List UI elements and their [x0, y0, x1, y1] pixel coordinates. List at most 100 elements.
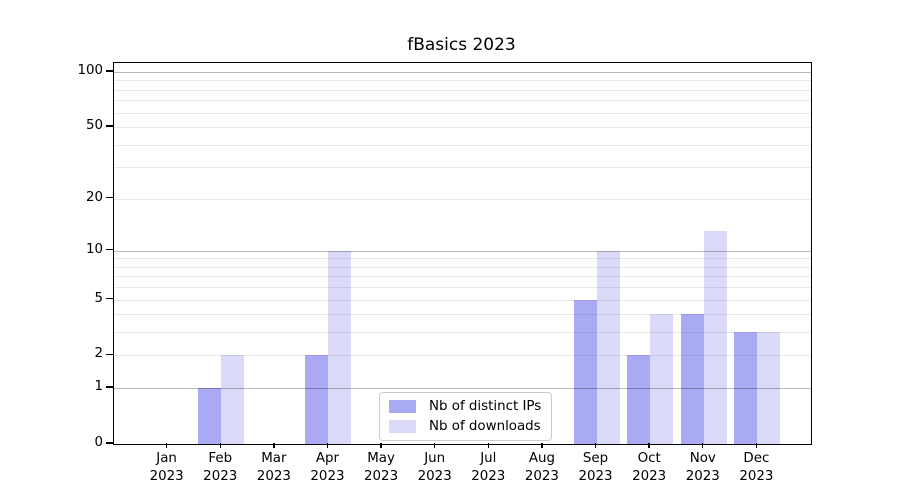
y-tick-label-50: 50 [85, 118, 103, 134]
legend-swatch-downloads [389, 420, 416, 433]
x-tick-mark-oct [648, 443, 650, 448]
gridline-minor-60 [114, 112, 811, 114]
x-tick-mark-feb [219, 443, 221, 448]
x-tick-label-jan: Jan 2023 [135, 450, 199, 485]
x-tick-label-may: May 2023 [349, 450, 413, 485]
x-tick-label-feb: Feb 2023 [188, 450, 252, 485]
gridline-minor-6 [114, 287, 811, 289]
x-tick-label-year: 2023 [632, 468, 667, 484]
x-tick-mark-may [380, 443, 382, 448]
gridline-minor-4 [114, 314, 811, 316]
x-tick-label-year: 2023 [203, 468, 238, 484]
legend-swatch-distinct-ips [389, 400, 416, 413]
x-tick-label-oct: Oct 2023 [617, 450, 681, 485]
y-tick-label-0: 0 [94, 435, 103, 450]
x-tick-label-month: Aug [528, 451, 555, 466]
x-tick-label-year: 2023 [256, 468, 291, 484]
gridline-minor-80 [114, 89, 811, 91]
bar-distinct-ips-sep [573, 299, 597, 444]
y-tick-label-10: 10 [85, 241, 103, 257]
bar-distinct-ips-dec [734, 332, 758, 444]
x-tick-label-apr: Apr 2023 [295, 450, 359, 485]
gridline-minor-20 [114, 198, 811, 200]
bar-distinct-ips-nov [680, 314, 704, 444]
x-tick-label-jun: Jun 2023 [403, 450, 467, 485]
y-tick-label-20: 20 [85, 189, 103, 205]
x-tick-label-mar: Mar 2023 [242, 450, 306, 485]
y-tick-mark-1 [106, 386, 113, 388]
y-tick-label-1: 1 [94, 379, 103, 395]
bar-distinct-ips-feb [198, 388, 222, 444]
plot-area: Nb of distinct IPs Nb of downloads [113, 62, 812, 445]
legend: Nb of distinct IPs Nb of downloads [379, 392, 553, 441]
bar-downloads-nov [703, 231, 727, 444]
x-tick-label-year: 2023 [739, 468, 774, 484]
x-tick-mark-nov [702, 443, 704, 448]
y-tick-mark-20 [106, 196, 113, 199]
x-tick-label-year: 2023 [578, 468, 613, 484]
x-tick-label-month: Jun [424, 451, 446, 466]
gridline-minor-8 [114, 266, 811, 268]
x-tick-label-month: Oct [637, 451, 661, 466]
x-tick-label-month: Feb [208, 451, 233, 466]
x-tick-label-nov: Nov 2023 [671, 450, 735, 485]
x-tick-mark-jul [487, 443, 489, 448]
x-tick-label-year: 2023 [685, 468, 720, 484]
legend-item-downloads: Nb of downloads [389, 419, 541, 434]
gridline-minor-9 [114, 258, 811, 260]
legend-label-distinct-ips: Nb of distinct IPs [429, 399, 542, 414]
gridline-minor-70 [114, 100, 811, 102]
y-tick-label-5: 5 [94, 290, 103, 306]
x-tick-mark-jun [433, 443, 436, 448]
x-tick-label-month: Nov [689, 451, 716, 466]
x-tick-label-month: Jul [480, 451, 497, 466]
x-tick-label-year: 2023 [471, 468, 506, 484]
bar-distinct-ips-apr [305, 355, 329, 444]
legend-item-distinct-ips: Nb of distinct IPs [389, 399, 541, 414]
x-tick-label-month: Jan [156, 451, 177, 466]
x-tick-mark-apr [326, 443, 329, 448]
bar-distinct-ips-oct [627, 355, 651, 444]
y-tick-mark-100 [106, 70, 113, 72]
gridline-minor-7 [114, 276, 811, 278]
x-tick-label-month: May [367, 451, 395, 466]
grid-layer [114, 63, 811, 444]
x-tick-label-jul: Jul 2023 [456, 450, 520, 485]
y-tick-mark-0 [106, 442, 113, 444]
y-tick-mark-50 [106, 125, 113, 127]
x-tick-label-year: 2023 [524, 468, 559, 484]
gridline-minor-5 [114, 299, 811, 301]
x-tick-label-month: Dec [743, 451, 770, 466]
gridline-minor-30 [114, 167, 811, 169]
gridline-minor-40 [114, 144, 811, 146]
bar-downloads-feb [221, 355, 245, 444]
y-tick-label-2: 2 [94, 346, 103, 362]
legend-label-downloads: Nb of downloads [429, 419, 541, 434]
gridline-minor-50 [114, 127, 811, 129]
x-tick-label-year: 2023 [417, 468, 452, 484]
bar-downloads-oct [650, 314, 674, 444]
x-tick-label-year: 2023 [310, 468, 345, 484]
bars-layer [114, 63, 811, 444]
y-tick-mark-5 [106, 297, 113, 300]
gridline-minor-90 [114, 80, 811, 82]
y-tick-label-100: 100 [77, 63, 103, 79]
x-tick-label-month: Mar [261, 451, 287, 466]
y-tick-mark-10 [106, 249, 113, 251]
x-tick-mark-mar [273, 443, 275, 448]
x-tick-mark-jan [165, 443, 168, 448]
gridline-major-100 [114, 72, 811, 74]
x-tick-label-month: Sep [582, 451, 609, 466]
x-tick-mark-sep [594, 443, 597, 448]
x-tick-label-dec: Dec 2023 [724, 450, 788, 485]
x-tick-label-sep: Sep 2023 [564, 450, 628, 485]
x-tick-label-aug: Aug 2023 [510, 450, 574, 485]
x-tick-mark-dec [755, 443, 758, 448]
bar-downloads-sep [596, 250, 620, 444]
gridline-major-1 [114, 388, 811, 390]
gridline-minor-2 [114, 355, 811, 357]
x-tick-label-year: 2023 [149, 468, 184, 484]
x-tick-label-month: Apr [315, 451, 340, 466]
y-tick-mark-2 [106, 353, 113, 356]
